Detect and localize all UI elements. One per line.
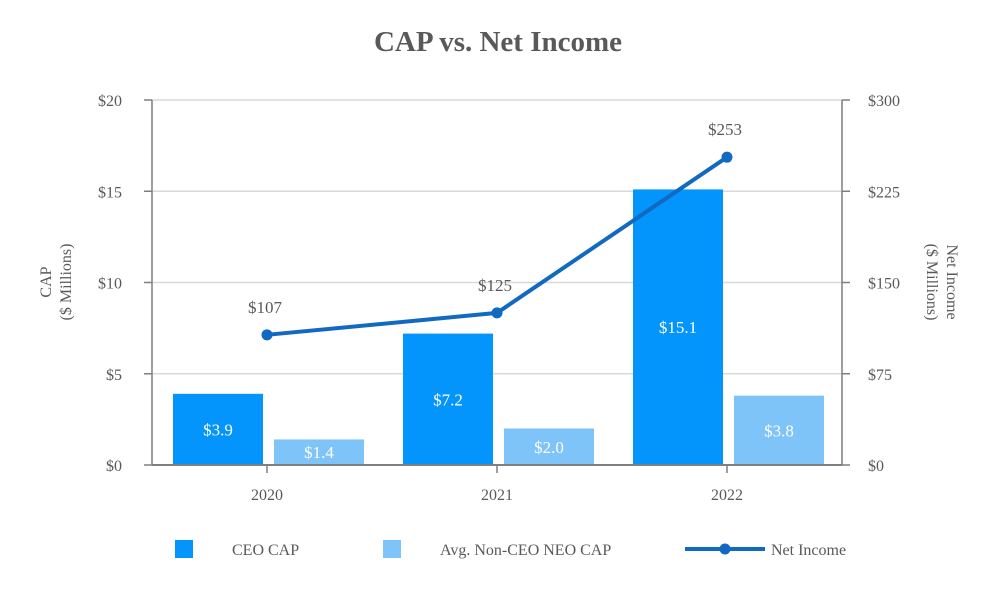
tick-labels: $0 $5 $10 $15 $20 $0 $75 $150 $225 $300 2020 2021 20… <box>98 93 900 504</box>
line-data-label: $125 <box>478 276 512 295</box>
bar-non-ceo-cap-2022 <box>734 395 824 465</box>
net-income-point-2022 <box>721 151 733 163</box>
axes <box>144 99 850 473</box>
line-data-label: $253 <box>708 120 742 139</box>
left-tick-label: $15 <box>98 184 122 201</box>
legend-label-1: Avg. Non-CEO NEO CAP <box>440 542 611 559</box>
x-tick-label-2021: 2021 <box>481 487 513 504</box>
left-tick-label: $10 <box>98 276 122 293</box>
legend-line-marker <box>719 543 731 555</box>
y-right-title-line2: ($ Millions) <box>923 244 940 321</box>
bar-data-label: $3.9 <box>203 420 233 439</box>
line-data-label: $107 <box>248 298 283 317</box>
right-tick-label: $300 <box>868 93 900 110</box>
legend-label-0: CEO CAP <box>232 542 299 559</box>
bar-ceo-cap-2020 <box>173 393 263 465</box>
bar-data-label: $7.2 <box>433 390 463 409</box>
left-tick-label: $20 <box>98 93 122 110</box>
y-left-title-line2: ($ Millions) <box>58 244 75 321</box>
x-tick-label-2020: 2020 <box>251 487 283 504</box>
gridlines <box>152 99 842 375</box>
bar-ceo-cap-2021 <box>403 333 493 465</box>
y-left-title-line1: CAP <box>38 266 55 297</box>
legend-swatch-1 <box>383 540 401 558</box>
bar-data-label: $3.8 <box>764 421 794 440</box>
bar-data-label: $15.1 <box>659 318 697 337</box>
bar-data-label: $2.0 <box>534 438 564 457</box>
net-income-point-2020 <box>261 329 273 341</box>
bars <box>173 189 824 466</box>
right-tick-label: $75 <box>868 367 892 384</box>
bar-non-ceo-cap-2021 <box>504 428 594 465</box>
net-income-line <box>261 151 733 341</box>
legend-swatch-0 <box>175 540 193 558</box>
right-tick-label: $150 <box>868 276 900 293</box>
bar-non-ceo-cap-2020 <box>274 439 364 465</box>
left-tick-label: $0 <box>106 458 122 475</box>
x-tick-label-2022: 2022 <box>711 487 743 504</box>
bar-ceo-cap-2022 <box>633 189 723 466</box>
data-labels: $3.9 $1.4 $7.2 $2.0 $15.1 $3.8 $107 $125 $253 <box>203 120 794 462</box>
left-tick-label: $5 <box>106 367 122 384</box>
y-right-title-line1: Net Income <box>943 244 960 319</box>
legend: CEO CAP Avg. Non-CEO NEO CAP Net Income <box>175 540 846 559</box>
chart-title: CAP vs. Net Income <box>374 26 622 58</box>
bar-data-label: $1.4 <box>304 443 334 462</box>
legend-label-net-income: Net Income <box>771 542 846 559</box>
right-tick-label: $0 <box>868 458 884 475</box>
net-income-point-2021 <box>491 307 503 319</box>
right-tick-label: $225 <box>868 184 900 201</box>
